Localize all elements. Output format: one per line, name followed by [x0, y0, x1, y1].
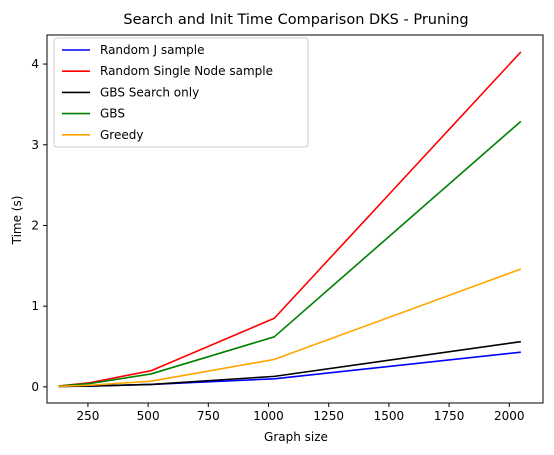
- y-tick-label: 0: [31, 380, 39, 394]
- y-axis-label: Time (s): [10, 196, 24, 246]
- legend-label: GBS: [100, 107, 125, 121]
- series-line-3: [58, 120, 522, 387]
- x-tick-label: 1500: [374, 409, 405, 423]
- series-line-2: [58, 340, 521, 388]
- legend-label: Random Single Node sample: [100, 64, 273, 78]
- x-tick-label: 750: [197, 409, 220, 423]
- y-axis-ticks: 0 1 2 3 4: [31, 57, 47, 394]
- chart-title: Search and Init Time Comparison DKS - Pr…: [123, 12, 468, 28]
- x-tick-label: 1250: [313, 409, 344, 423]
- x-tick-label: 250: [76, 409, 99, 423]
- legend-box: [53, 37, 309, 148]
- x-axis-label: Graph size: [264, 430, 328, 444]
- legend-label: Greedy: [100, 128, 143, 142]
- x-tick-label: 1750: [434, 409, 465, 423]
- legend-label: GBS Search only: [100, 85, 199, 99]
- y-tick-label: 1: [31, 299, 39, 313]
- x-tick-label: 2000: [494, 409, 525, 423]
- series-line-4: [58, 268, 522, 388]
- y-tick-label: 4: [31, 57, 39, 71]
- x-tick-label: 1000: [253, 409, 284, 423]
- x-tick-label: 500: [137, 409, 160, 423]
- series-line-0: [58, 351, 521, 388]
- legend: Random J sample Random Single Node sample…: [53, 37, 309, 148]
- legend-label: Random J sample: [100, 43, 204, 57]
- series-lines: [58, 51, 522, 388]
- y-tick-label: 3: [31, 138, 39, 152]
- y-tick-label: 2: [31, 218, 39, 232]
- x-axis-ticks: 250 500 750 1000 1250 1500 1750 2000: [76, 403, 525, 423]
- plot-frame: [46, 34, 544, 404]
